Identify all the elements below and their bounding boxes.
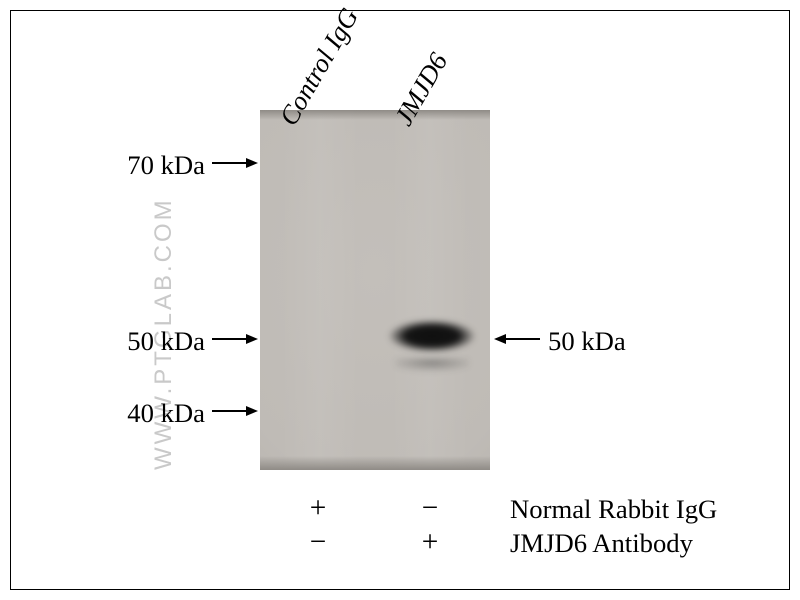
mw-label-50: 50 kDa [110, 326, 205, 357]
ab-label-jmjd6ab: JMJD6 Antibody [510, 528, 693, 559]
blot-area [260, 110, 490, 470]
result-label-50: 50 kDa [548, 326, 626, 357]
pm-ctrl-row2: − [306, 526, 330, 559]
pm-jmjd6-row1: − [418, 492, 442, 525]
mw-label-40: 40 kDa [110, 398, 205, 429]
mw-arrow-40 [212, 410, 256, 412]
ab-label-nrigg: Normal Rabbit IgG [510, 494, 717, 525]
blot-edge-bottom [260, 456, 490, 470]
band-jmjd6-50kda [383, 316, 481, 356]
blot-lane-light [280, 110, 360, 470]
blot-lane-light-2 [390, 110, 470, 470]
mw-arrow-50 [212, 338, 256, 340]
pm-jmjd6-row2: + [418, 526, 442, 559]
result-arrow-50 [496, 338, 540, 340]
pm-ctrl-row1: + [306, 492, 330, 525]
mw-arrow-70 [212, 162, 256, 164]
mw-label-70: 70 kDa [110, 150, 205, 181]
band-smear [395, 358, 469, 374]
